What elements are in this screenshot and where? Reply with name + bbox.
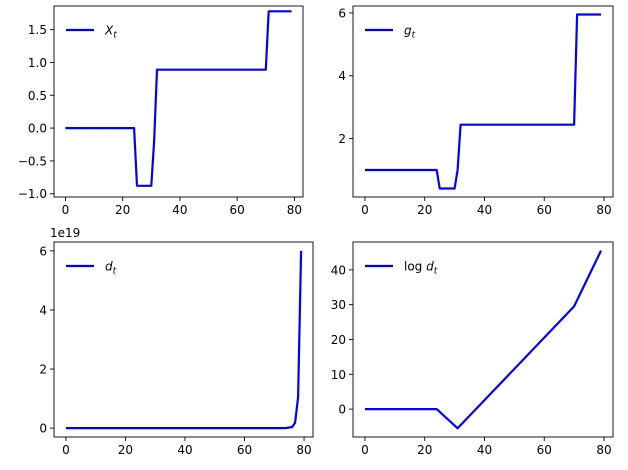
y-tick-label: 40 (331, 263, 346, 277)
x-tick-label: 20 (118, 443, 133, 457)
y-tick-label: 2 (39, 363, 47, 377)
legend: log dt (365, 260, 438, 277)
legend: Xt (66, 24, 117, 41)
x-tick-label: 20 (417, 203, 432, 217)
series-line-1 (365, 13, 601, 190)
series-line-1 (365, 250, 602, 430)
y-tick-label: 1.5 (28, 23, 47, 37)
legend-label: log dt (404, 260, 438, 277)
y-tick-label: 2 (338, 132, 346, 146)
series-line-1 (65, 10, 292, 187)
y-tick-label: 0 (39, 422, 47, 436)
legend-label: Xt (104, 24, 117, 41)
x-tick-label: 80 (596, 443, 611, 457)
x-tick-label: 60 (237, 443, 252, 457)
x-tick-label: 60 (537, 443, 552, 457)
x-tick-label: 80 (296, 443, 311, 457)
x-tick-label: 20 (115, 203, 130, 217)
x-tick-label: 80 (287, 203, 302, 217)
y-tick-label: 1.0 (28, 56, 47, 70)
y-tick-label: −0.5 (18, 154, 47, 168)
x-tick-label: 0 (62, 203, 70, 217)
y-tick-label: 6 (39, 244, 47, 258)
y-tick-label: 10 (331, 368, 346, 382)
x-tick-label: 0 (62, 443, 70, 457)
y-tick-label: 0.5 (28, 89, 47, 103)
series-line-1 (65, 250, 303, 430)
axes-frame (53, 5, 304, 198)
x-tick-label: 0 (361, 203, 369, 217)
y-tick-label: 4 (39, 303, 47, 317)
x-tick-label: 20 (417, 443, 432, 457)
legend: dt (66, 260, 117, 277)
legend-label: dt (105, 260, 117, 277)
x-tick-label: 60 (537, 203, 552, 217)
x-tick-label: 40 (477, 203, 492, 217)
legend-label: gt (404, 24, 416, 41)
y-tick-label: −1.0 (18, 187, 47, 201)
x-tick-label: 0 (361, 443, 369, 457)
y-offset-text: 1e19 (50, 226, 80, 240)
y-tick-label: 0.0 (28, 122, 47, 136)
x-tick-label: 40 (477, 443, 492, 457)
axes-frame (352, 5, 614, 198)
x-tick-label: 60 (230, 203, 245, 217)
y-tick-label: 30 (331, 298, 346, 312)
x-tick-label: 40 (177, 443, 192, 457)
y-tick-label: 0 (338, 403, 346, 417)
y-tick-label: 6 (338, 6, 346, 20)
y-tick-label: 4 (338, 69, 346, 83)
chart-panel-2: 0 20 40 60 80 2 4 6 gt (338, 5, 614, 217)
y-tick-label: 20 (331, 333, 346, 347)
legend: gt (365, 24, 416, 41)
x-tick-label: 80 (596, 203, 611, 217)
x-tick-label: 40 (172, 203, 187, 217)
axes-frame (53, 241, 314, 438)
chart-panel-4: 0 20 40 60 80 0 10 20 30 40 log dt (331, 241, 614, 457)
chart-panel-1: 0 20 40 60 80 −1.0 −0.5 0.0 0.5 1.0 1.5 Xt (18, 5, 304, 217)
